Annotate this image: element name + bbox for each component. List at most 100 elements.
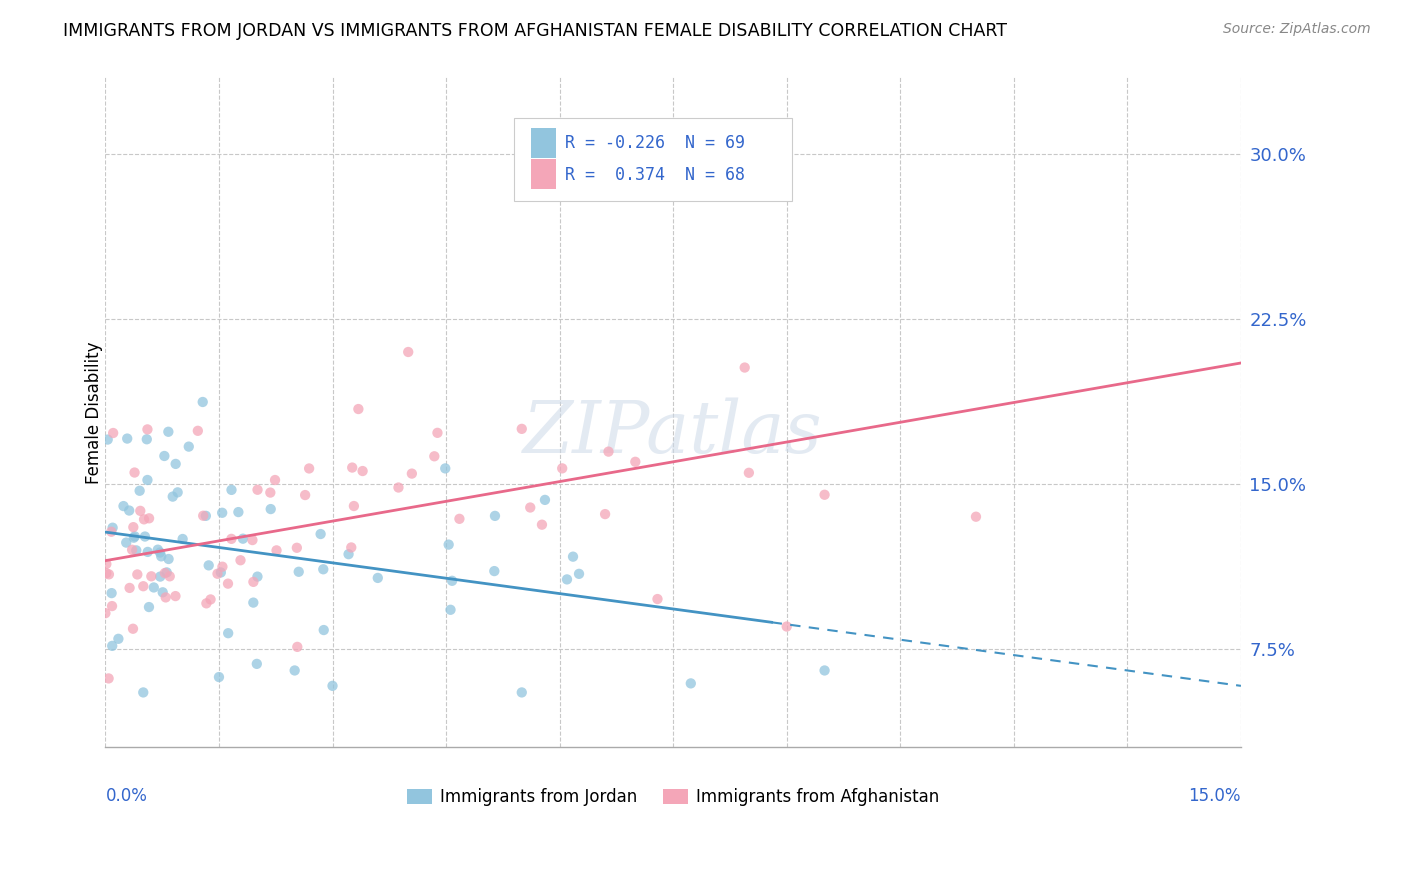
Point bbox=[259, 485, 281, 500]
Point bbox=[193, 508, 215, 523]
Point bbox=[153, 449, 176, 463]
Point bbox=[141, 569, 163, 583]
Point bbox=[260, 502, 283, 516]
Point bbox=[285, 640, 308, 654]
Point bbox=[562, 549, 585, 564]
Text: IMMIGRANTS FROM JORDAN VS IMMIGRANTS FROM AFGHANISTAN FEMALE DISABILITY CORRELAT: IMMIGRANTS FROM JORDAN VS IMMIGRANTS FRO… bbox=[63, 22, 1007, 40]
Point bbox=[221, 483, 243, 497]
Point bbox=[401, 467, 423, 481]
Point bbox=[776, 619, 799, 633]
Point bbox=[157, 425, 180, 439]
Point bbox=[132, 512, 155, 526]
Point bbox=[134, 529, 156, 543]
Point bbox=[593, 507, 616, 521]
Point bbox=[396, 345, 419, 359]
Point bbox=[441, 574, 464, 588]
Point bbox=[264, 473, 287, 487]
Point bbox=[101, 599, 124, 613]
Point bbox=[200, 592, 222, 607]
Point bbox=[519, 500, 541, 515]
Point bbox=[246, 483, 269, 497]
Point bbox=[146, 542, 169, 557]
Point bbox=[97, 433, 120, 447]
Point bbox=[242, 596, 264, 610]
Point bbox=[343, 499, 366, 513]
Point bbox=[285, 541, 308, 555]
Point bbox=[124, 529, 146, 543]
Text: ZIPatlas: ZIPatlas bbox=[523, 397, 823, 467]
Point bbox=[128, 483, 150, 498]
Point bbox=[734, 360, 756, 375]
Point bbox=[135, 432, 157, 446]
Point bbox=[217, 626, 239, 640]
Point bbox=[125, 543, 148, 558]
Point bbox=[118, 581, 141, 595]
Point bbox=[738, 466, 761, 480]
Point bbox=[813, 664, 835, 678]
Point bbox=[150, 549, 173, 564]
Point bbox=[157, 552, 180, 566]
Text: 15.0%: 15.0% bbox=[1188, 787, 1241, 805]
Text: R =  0.374  N = 68: R = 0.374 N = 68 bbox=[565, 166, 745, 184]
Point bbox=[294, 488, 316, 502]
Point bbox=[266, 543, 288, 558]
Point bbox=[159, 569, 181, 583]
FancyBboxPatch shape bbox=[515, 118, 793, 202]
Point bbox=[624, 455, 647, 469]
Point bbox=[138, 511, 160, 525]
Point bbox=[197, 558, 219, 573]
Point bbox=[449, 512, 471, 526]
Point bbox=[94, 606, 117, 620]
Point bbox=[229, 553, 252, 567]
Point bbox=[162, 490, 184, 504]
Point bbox=[221, 532, 243, 546]
Point bbox=[96, 566, 118, 581]
FancyBboxPatch shape bbox=[531, 128, 557, 158]
Point bbox=[166, 485, 188, 500]
Point bbox=[208, 670, 231, 684]
Point bbox=[434, 461, 457, 475]
Point bbox=[191, 395, 214, 409]
Point bbox=[101, 639, 124, 653]
Point bbox=[121, 542, 143, 557]
Point bbox=[484, 508, 506, 523]
Point bbox=[96, 557, 118, 571]
Point bbox=[242, 533, 264, 547]
Point bbox=[142, 581, 165, 595]
Point bbox=[149, 569, 172, 583]
Y-axis label: Female Disability: Female Disability bbox=[86, 341, 103, 483]
Point bbox=[136, 545, 159, 559]
Point bbox=[165, 457, 187, 471]
Point bbox=[534, 492, 557, 507]
Point bbox=[122, 531, 145, 545]
Point bbox=[312, 623, 335, 637]
Point bbox=[510, 685, 533, 699]
Point bbox=[115, 432, 138, 446]
Point bbox=[530, 517, 553, 532]
Point bbox=[228, 505, 250, 519]
Text: 0.0%: 0.0% bbox=[105, 787, 148, 805]
Point bbox=[217, 576, 239, 591]
Point bbox=[551, 461, 574, 475]
Point bbox=[232, 532, 254, 546]
Point bbox=[312, 562, 335, 576]
Point bbox=[439, 603, 461, 617]
Point bbox=[122, 520, 145, 534]
FancyBboxPatch shape bbox=[531, 159, 557, 189]
Point bbox=[571, 180, 593, 194]
Point bbox=[679, 676, 702, 690]
Point bbox=[101, 425, 124, 440]
Point bbox=[298, 461, 321, 475]
Point bbox=[209, 566, 232, 580]
Point bbox=[211, 559, 233, 574]
Point bbox=[207, 566, 229, 581]
Point bbox=[155, 591, 177, 605]
Point bbox=[813, 488, 835, 502]
Point bbox=[367, 571, 389, 585]
Point bbox=[100, 586, 122, 600]
Point bbox=[127, 567, 149, 582]
Point bbox=[423, 450, 446, 464]
Point bbox=[138, 600, 160, 615]
Point bbox=[132, 685, 155, 699]
Point bbox=[187, 424, 209, 438]
